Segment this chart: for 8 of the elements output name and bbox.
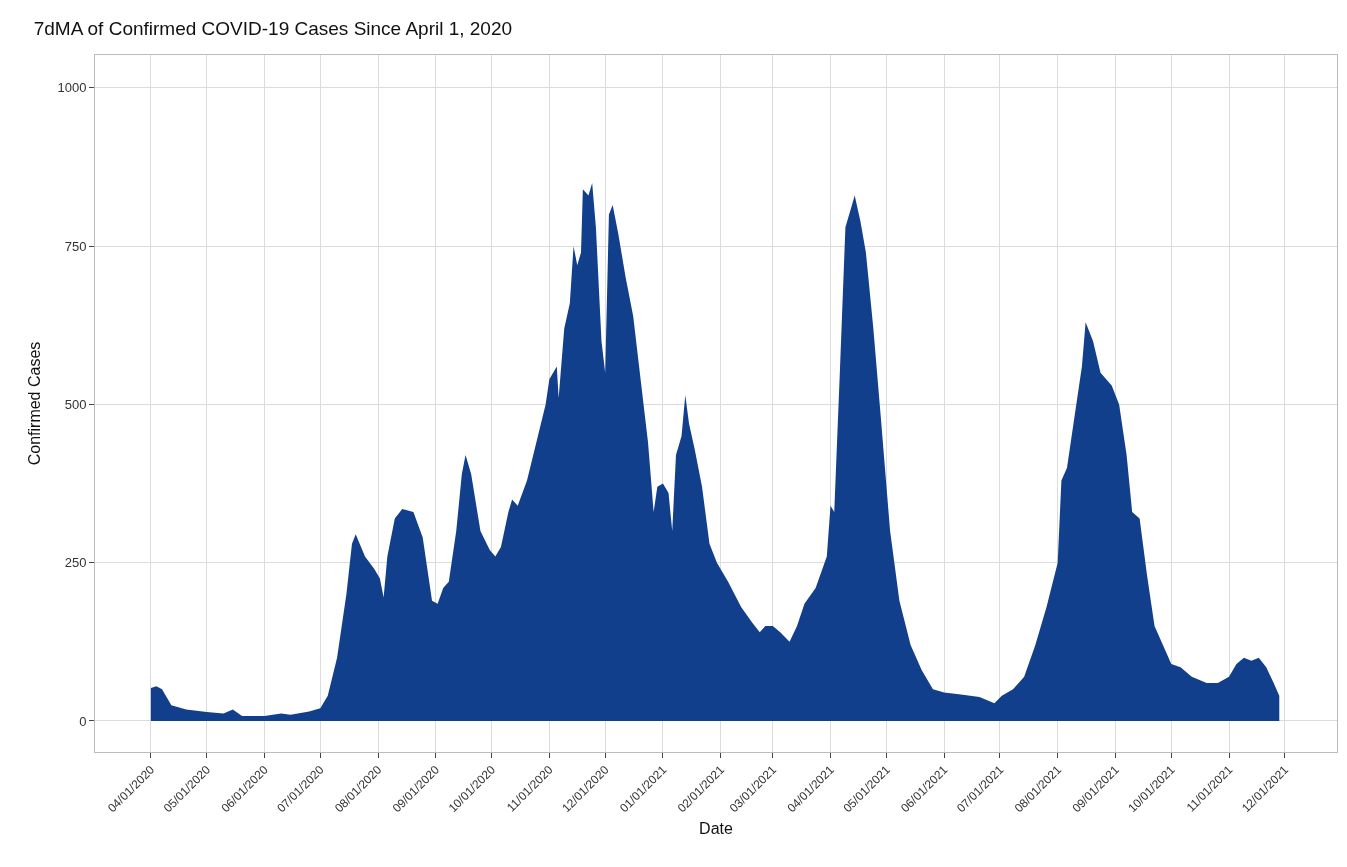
y-tick-label: 250 <box>64 555 87 571</box>
y-tick-label: 500 <box>64 397 87 412</box>
y-tick-label: 1000 <box>57 80 87 96</box>
y-axis-title: Confirmed Cases <box>26 341 44 466</box>
x-axis-title: Date <box>699 819 733 837</box>
chart-title: 7dMA of Confirmed COVID-19 Cases Since April 1, 2020 <box>33 17 513 39</box>
y-tick-label: 0 <box>79 713 87 729</box>
y-tick-label: 750 <box>64 238 87 254</box>
